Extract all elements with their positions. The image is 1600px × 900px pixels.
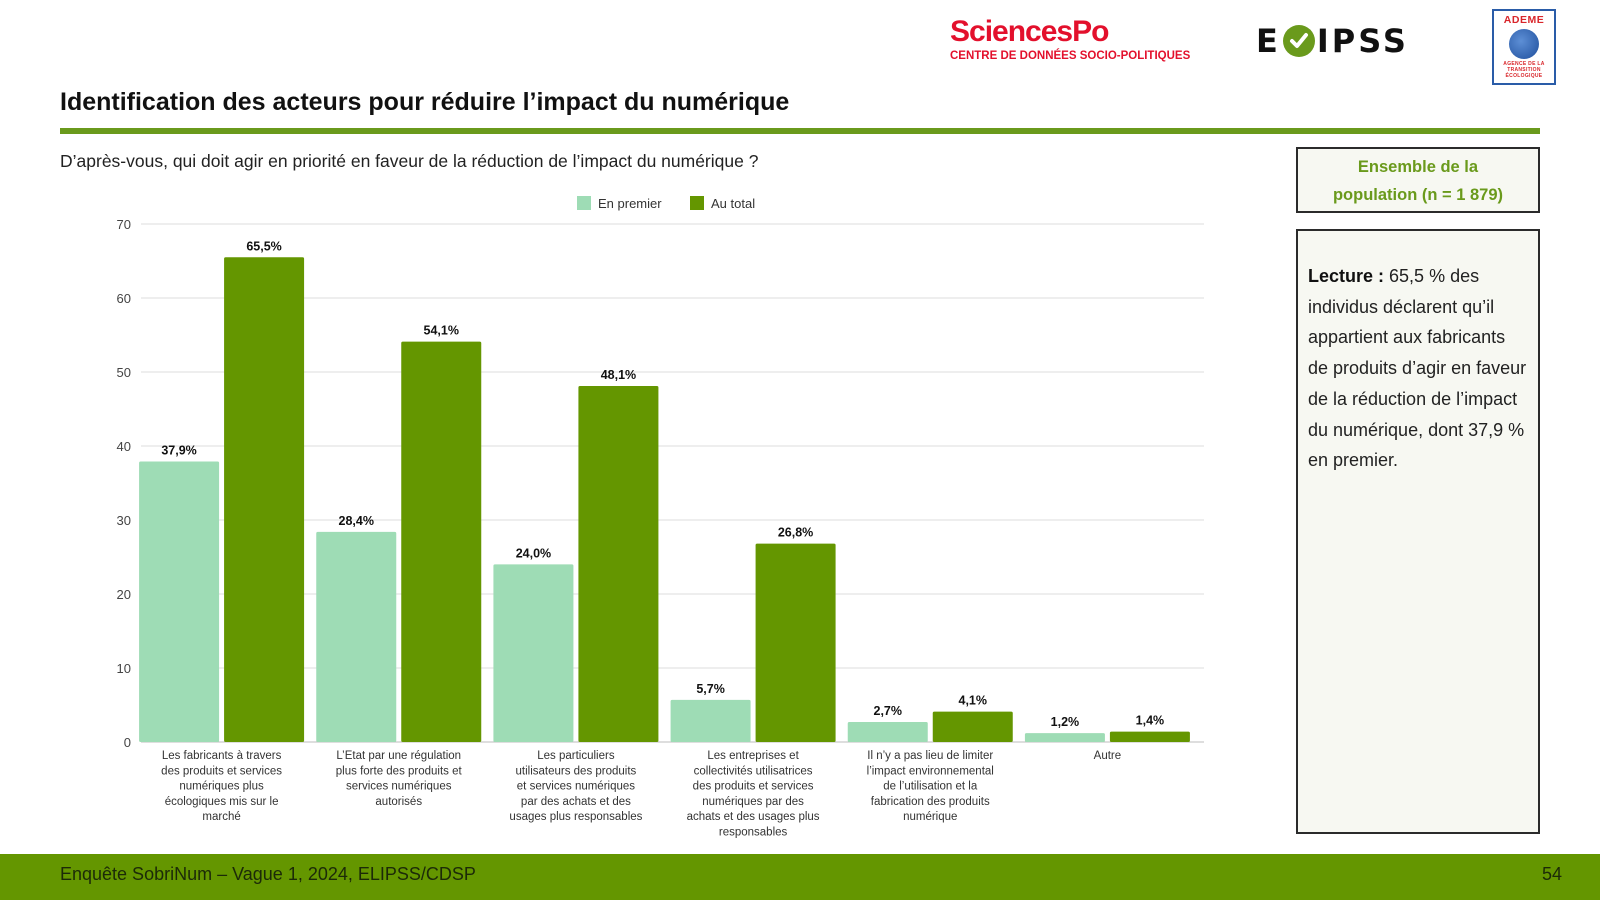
x-category-label-line: des produits et services [693,781,814,793]
data-label: 65,5% [246,239,281,253]
bar-au-total [578,386,659,742]
chart-bars: 37,9% 65,5% 28,4% 54,1% 24,0% 48,1% 5,7% 26,8% 2… [139,239,1190,742]
x-category-label-line: responsables [719,827,788,839]
x-category-label-line: Autre [1094,750,1122,762]
x-axis-labels: Les fabricants à travers des produits et … [161,750,1121,839]
data-label: 5,7% [696,682,725,696]
data-label: 2,7% [874,704,903,718]
x-category-label-line: Il n’y a pas lieu de limiter [867,750,993,762]
x-category-label-line: par des achats et des [521,796,631,808]
reading-note-box: Lecture : 65,5 % des individus déclarent… [1296,229,1540,834]
bar-en-premier [847,722,928,742]
footer-bar: Enquête SobriNum – Vague 1, 2024, ELIPSS… [0,854,1600,900]
x-category-label-line: utilisateurs des produits [516,765,637,777]
x-category-label-line: usages plus responsables [509,811,642,823]
data-label: 48,1% [601,368,636,382]
x-category-label-line: plus forte des produits et [336,765,463,777]
sample-box: Ensemble de la population (n = 1 879) [1296,147,1540,213]
sciencespo-logo-title: SciencesPo [950,15,1109,48]
x-category-label-line: numériques par des [702,796,804,808]
x-category-label-line: l’impact environnemental [867,765,994,777]
footer-source: Enquête SobriNum – Vague 1, 2024, ELIPSS… [60,864,476,884]
y-tick-label: 20 [117,587,131,602]
y-tick-label: 50 [117,365,131,380]
x-category-label-line: Les particuliers [537,750,615,762]
elipss-logo: E IPSS [1256,22,1409,60]
chart-legend: En premier Au total [577,196,755,211]
x-category-label: Il n’y a pas lieu de limiter l’impact env… [867,750,994,823]
x-category-label-line: et services numériques [517,781,635,793]
x-category-label-line: de l’utilisation et la [883,781,978,793]
y-axis: 0 10 20 30 40 50 60 70 [117,217,131,750]
data-label: 24,0% [516,546,551,560]
bar-en-premier [670,699,751,742]
x-category-label: Autre [1094,750,1122,762]
data-label: 37,9% [161,444,196,458]
x-category-label-line: des produits et services [161,765,282,777]
x-category-label-line: autorisés [375,796,422,808]
ademe-logo: ADEME AGENCE DE LA TRANSITION ÉCOLOGIQUE [1492,9,1556,85]
bar-en-premier [493,564,574,742]
x-category-label-line: écologiques mis sur le [165,796,279,808]
page-title: Identification des acteurs pour réduire … [60,88,790,116]
x-category-label-line: numériques plus [179,781,264,793]
elipss-logo-left: E [1256,22,1281,60]
x-category-label: Les entreprises et collectivités utilisat… [687,750,820,839]
x-category-label-line: achats et des usages plus [687,811,820,823]
reading-text: 65,5 % des individus déclarent qu’il app… [1308,266,1527,471]
x-category-label-line: collectivités utilisatrices [694,765,813,777]
bar-en-premier [1024,733,1105,742]
x-category-label-line: Les entreprises et [707,750,799,762]
x-category-label: Les fabricants à travers des produits et … [161,750,282,823]
bar-au-total [224,257,305,742]
sciencespo-logo-subtitle: CENTRE DE DONNÉES SOCIO-POLITIQUES [950,50,1191,62]
bar-au-total [932,711,1013,742]
data-label: 1,2% [1051,715,1080,729]
globe-icon [1509,29,1539,59]
ademe-logo-subtitle-2: TRANSITION [1507,67,1541,73]
data-label: 26,8% [778,526,813,540]
x-category-label-line: L’Etat par une régulation [336,750,461,762]
bar-au-total [755,543,836,742]
data-label: 1,4% [1136,714,1165,728]
bar-au-total [401,341,482,742]
ademe-logo-subtitle-1: AGENCE DE LA [1503,61,1545,67]
y-tick-label: 10 [117,661,131,676]
data-label: 54,1% [424,324,459,338]
legend-swatch-2 [690,196,704,210]
page-number: 54 [1541,864,1562,884]
legend-label-1: En premier [598,196,662,211]
sample-line-2: population (n = 1 879) [1332,186,1504,204]
legend-swatch-1 [577,196,591,210]
y-tick-label: 60 [117,291,131,306]
x-category-label-line: services numériques [346,781,452,793]
ademe-logo-subtitle-3: ÉCOLOGIQUE [1505,73,1543,79]
x-category-label: Les particuliers utilisateurs des produit… [509,750,642,823]
bar-en-premier [316,531,397,742]
bar-chart: En premier Au total 0 10 20 30 40 50 60 70 37,9%… [117,196,1204,839]
reading-label: Lecture : [1308,266,1385,286]
x-category-label-line: numérique [903,811,957,823]
data-label: 28,4% [339,514,374,528]
elipss-logo-right: IPSS [1316,22,1409,60]
bar-au-total [1109,731,1190,742]
sciencespo-logo: SciencesPo CENTRE DE DONNÉES SOCIO-POLIT… [950,15,1191,63]
y-tick-label: 30 [117,513,131,528]
survey-question: D’après-vous, qui doit agir en priorité … [60,151,759,171]
y-tick-label: 70 [117,217,131,232]
data-label: 4,1% [959,694,988,708]
x-category-label-line: Les fabricants à travers [162,750,282,762]
title-divider [60,128,1540,134]
x-category-label: L’Etat par une régulation plus forte des … [336,750,463,808]
x-category-label-line: fabrication des produits [871,796,990,808]
legend-label-2: Au total [711,196,755,211]
sample-line-1: Ensemble de la [1357,158,1479,176]
checkmark-icon [1282,25,1315,57]
y-tick-label: 40 [117,439,131,454]
ademe-logo-title: ADEME [1503,14,1545,26]
x-category-label-line: marché [202,811,240,823]
bar-en-premier [139,461,220,742]
y-tick-label: 0 [124,735,131,750]
